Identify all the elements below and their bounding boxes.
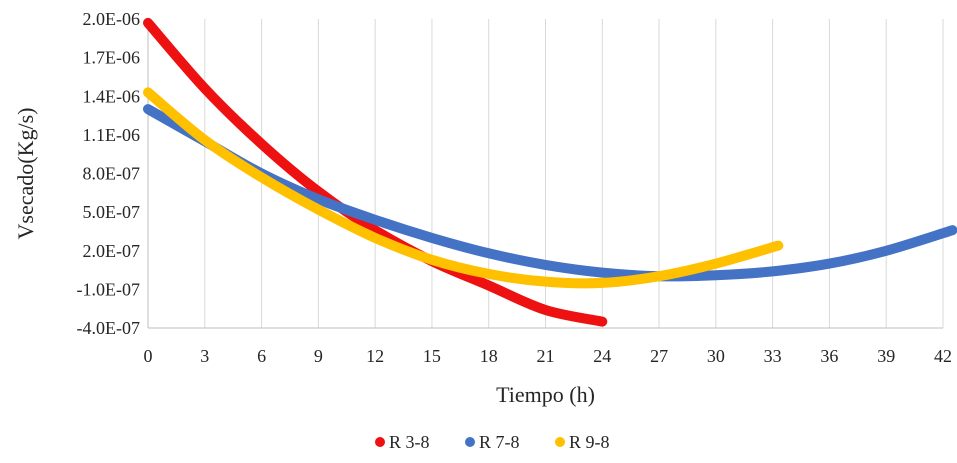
x-tick-label: 33: [764, 346, 782, 366]
x-tick-label: 6: [257, 346, 266, 366]
grid-lines: [204, 19, 944, 328]
legend-marker-r-9-8: [555, 437, 565, 447]
legend-marker-r-7-8: [465, 437, 475, 447]
legend: R 3-8 R 7-8 R 9-8: [375, 432, 610, 452]
y-tick-label: -4.0E-07: [77, 318, 140, 338]
x-tick-label: 15: [423, 346, 441, 366]
x-tick-label: 0: [144, 346, 153, 366]
y-tick-label: 5.0E-07: [83, 202, 141, 222]
y-tick-label: 2.0E-06: [83, 9, 141, 29]
y-tick-label: 8.0E-07: [83, 164, 141, 184]
y-tick-label: 1.1E-06: [83, 125, 141, 145]
tick-labels: 0 3 6 9 12 15 18 21 24 27 30 33 36 39 422.0E-061.7E-06…: [77, 9, 952, 366]
series-line-r-3-8: [143, 17, 608, 327]
series-group: [143, 17, 957, 327]
x-tick-label: 18: [480, 346, 498, 366]
x-axis-title: Tiempo (h): [496, 382, 595, 407]
x-tick-label: 42: [934, 346, 952, 366]
legend-label-r-9-8: R 9-8: [569, 432, 610, 452]
y-tick-label: 2.0E-07: [83, 241, 141, 261]
legend-label-r-3-8: R 3-8: [389, 432, 430, 452]
x-tick-label: 3: [200, 346, 209, 366]
legend-label-r-7-8: R 7-8: [479, 432, 520, 452]
x-tick-label: 36: [820, 346, 838, 366]
series-line-r-7-8: [143, 104, 957, 282]
x-tick-label: 9: [314, 346, 323, 366]
x-tick-label: 12: [366, 346, 384, 366]
x-tick-label: 30: [707, 346, 725, 366]
legend-marker-r-3-8: [375, 437, 385, 447]
y-axis-title: Vsecado(Kg/s): [13, 108, 38, 240]
x-tick-label: 24: [593, 346, 611, 366]
y-tick-label: 1.7E-06: [83, 48, 141, 68]
series-line-r-9-8: [143, 87, 784, 289]
axes: [147, 19, 943, 329]
x-tick-label: 21: [537, 346, 555, 366]
x-tick-label: 39: [877, 346, 895, 366]
y-tick-label: -1.0E-07: [77, 279, 140, 299]
y-tick-label: 1.4E-06: [83, 86, 141, 106]
x-tick-label: 27: [650, 346, 668, 366]
